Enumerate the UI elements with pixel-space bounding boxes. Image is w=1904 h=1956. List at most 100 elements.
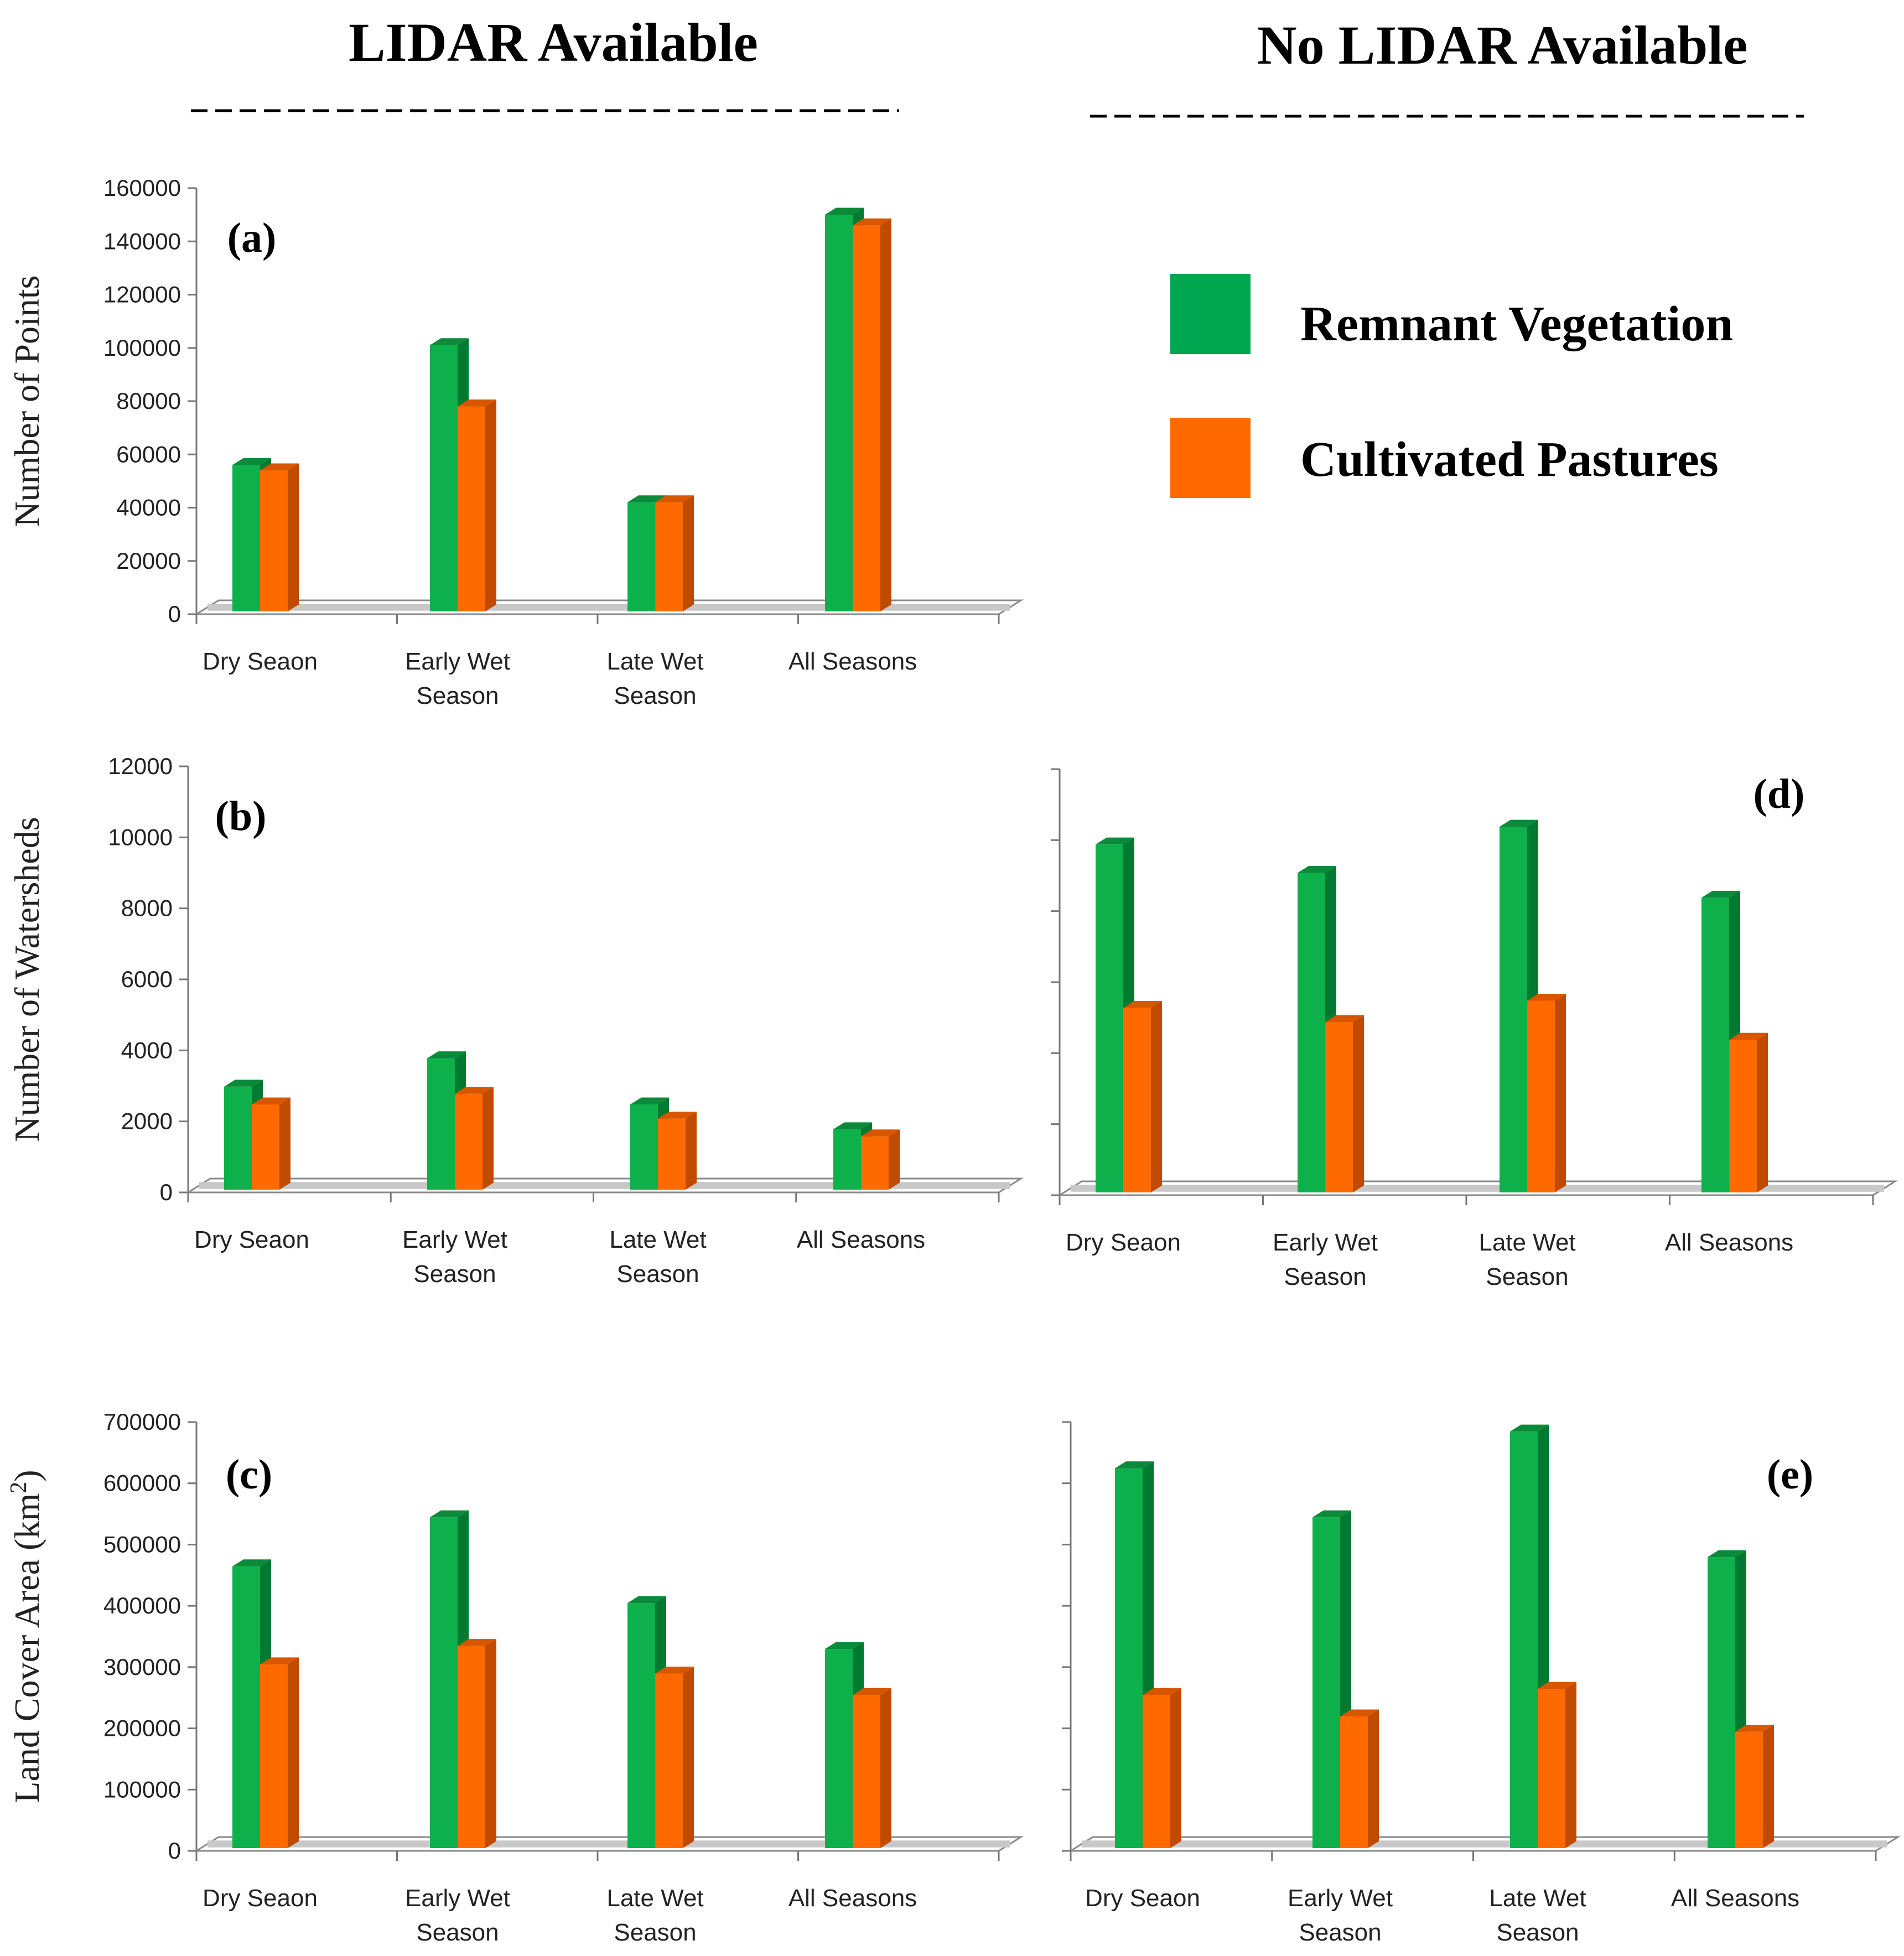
x-tick-label: Dry Seaon: [1066, 1229, 1181, 1256]
panel-label: (a): [227, 215, 277, 261]
y-tick-label: 100000: [103, 1776, 181, 1802]
bar-cultivated-pastures-front: [1729, 1040, 1757, 1192]
bar-remnant-vegetation-front: [1500, 827, 1527, 1192]
bar-cultivated-pastures-side: [1170, 1688, 1181, 1848]
bar-remnant-vegetation-top: [1312, 1510, 1351, 1518]
legend-label-remnant-vegetation: Remnant Vegetation: [1300, 297, 1734, 351]
bar-cultivated-pastures-front: [260, 1664, 288, 1848]
bar-remnant-vegetation-top: [430, 338, 469, 345]
x-tick-label: All Seasons: [788, 1885, 917, 1912]
bar-remnant-vegetation-front: [427, 1058, 455, 1190]
bar-remnant-vegetation-top: [1701, 890, 1740, 898]
bar-cultivated-pastures-top: [658, 1112, 697, 1119]
bar-cultivated-pastures-side: [288, 463, 299, 611]
x-tick-label: Late Wet: [609, 1226, 706, 1253]
bar-cultivated-pastures-front: [1123, 1008, 1151, 1192]
bar-remnant-vegetation-top: [1115, 1461, 1154, 1469]
bar-cultivated-pastures-top: [1538, 1682, 1576, 1689]
bar-cultivated-pastures: [458, 1639, 496, 1848]
x-tick-label: Season: [1284, 1263, 1366, 1290]
x-tick-label: Season: [416, 1919, 499, 1946]
x-tick-label: Season: [614, 682, 696, 709]
bar-cultivated-pastures-top: [655, 1666, 694, 1674]
y-tick-label: 160000: [103, 175, 181, 201]
x-tick-label: Late Wet: [1478, 1229, 1575, 1256]
bar-cultivated-pastures-front: [252, 1104, 279, 1190]
bar-cultivated-pastures: [1735, 1725, 1774, 1848]
bar-cultivated-pastures-front: [260, 470, 288, 611]
x-tick-label: All Seasons: [1665, 1229, 1793, 1256]
chart-floor-shade: [207, 604, 1010, 611]
legend-label-cultivated-pastures: Cultivated Pastures: [1300, 432, 1719, 487]
bar-remnant-vegetation-front: [430, 1517, 458, 1848]
y-tick-label: 140000: [103, 228, 181, 254]
header-no-lidar-available: No LIDAR Available: [1257, 14, 1747, 76]
bar-cultivated-pastures-top: [1527, 994, 1566, 1001]
bar-cultivated-pastures-top: [655, 495, 694, 502]
bar-cultivated-pastures: [655, 495, 694, 611]
bar-cultivated-pastures-side: [1368, 1709, 1379, 1848]
bar-cultivated-pastures-side: [1555, 994, 1566, 1192]
bar-remnant-vegetation-top: [833, 1122, 872, 1129]
x-tick-label: Season: [1486, 1263, 1568, 1290]
bar-remnant-vegetation-top: [427, 1051, 466, 1059]
y-tick-label: 6000: [121, 966, 173, 992]
x-tick-label: Early Wet: [1273, 1229, 1378, 1256]
x-tick-label: Season: [616, 1260, 699, 1288]
bar-cultivated-pastures-side: [288, 1657, 299, 1848]
bar-cultivated-pastures: [252, 1097, 290, 1190]
y-axis-title: Number of Points: [7, 275, 46, 527]
header-lidar-available: LIDAR Available: [349, 12, 758, 73]
bar-remnant-vegetation-top: [430, 1510, 469, 1518]
bar-remnant-vegetation-front: [833, 1129, 861, 1190]
bar-cultivated-pastures-front: [1527, 1000, 1555, 1192]
bar-cultivated-pastures-front: [458, 406, 485, 611]
bar-cultivated-pastures: [455, 1087, 494, 1190]
bar-remnant-vegetation-front: [1708, 1557, 1735, 1848]
y-tick-label: 600000: [103, 1470, 181, 1496]
chart-floor-shade: [1082, 1840, 1887, 1848]
bar-cultivated-pastures: [1729, 1033, 1768, 1192]
bar-remnant-vegetation-front: [1701, 897, 1729, 1192]
panel-label: (c): [226, 1451, 272, 1498]
bar-cultivated-pastures: [1340, 1709, 1379, 1848]
x-tick-label: All Seasons: [1671, 1885, 1799, 1912]
x-tick-label: Late Wet: [1489, 1885, 1586, 1912]
bar-cultivated-pastures-front: [853, 225, 880, 611]
bar-cultivated-pastures: [1527, 994, 1566, 1192]
chart-floor-shade: [1071, 1185, 1884, 1192]
bar-remnant-vegetation-front: [224, 1086, 252, 1190]
bar-cultivated-pastures-front: [1143, 1695, 1170, 1848]
bar-remnant-vegetation-top: [627, 495, 666, 502]
bar-cultivated-pastures: [861, 1129, 900, 1190]
y-tick-label: 40000: [116, 495, 181, 521]
x-tick-label: Season: [1496, 1919, 1579, 1946]
x-tick-label: Late Wet: [606, 1885, 703, 1912]
bar-remnant-vegetation-top: [825, 207, 864, 215]
bar-cultivated-pastures-top: [458, 399, 496, 407]
x-tick-label: Season: [1299, 1919, 1381, 1946]
x-tick-label: Dry Seaon: [203, 1885, 318, 1912]
bar-cultivated-pastures-side: [1565, 1682, 1576, 1848]
bar-remnant-vegetation-top: [1096, 837, 1134, 845]
bar-cultivated-pastures-side: [889, 1129, 900, 1190]
bar-remnant-vegetation-front: [1510, 1431, 1538, 1848]
bar-cultivated-pastures-side: [1353, 1015, 1364, 1192]
bar-remnant-vegetation-front: [630, 1104, 658, 1190]
bar-cultivated-pastures-top: [455, 1087, 494, 1094]
y-tick-label: 10000: [108, 824, 173, 850]
bar-cultivated-pastures-top: [260, 1657, 299, 1664]
x-tick-label: All Seasons: [788, 648, 917, 675]
y-tick-label: 500000: [103, 1531, 181, 1557]
bar-cultivated-pastures: [1123, 1000, 1162, 1192]
bar-cultivated-pastures: [853, 218, 891, 611]
bar-cultivated-pastures-side: [880, 218, 891, 611]
bar-cultivated-pastures-top: [1325, 1015, 1364, 1022]
bar-remnant-vegetation-top: [1708, 1550, 1746, 1558]
legend: Remnant Vegetation Cultivated Pastures: [1170, 274, 1734, 498]
y-tick-label: 2000: [121, 1108, 173, 1134]
bar-cultivated-pastures-front: [455, 1093, 483, 1190]
bar-cultivated-pastures: [260, 463, 299, 611]
bar-cultivated-pastures-side: [880, 1688, 891, 1848]
